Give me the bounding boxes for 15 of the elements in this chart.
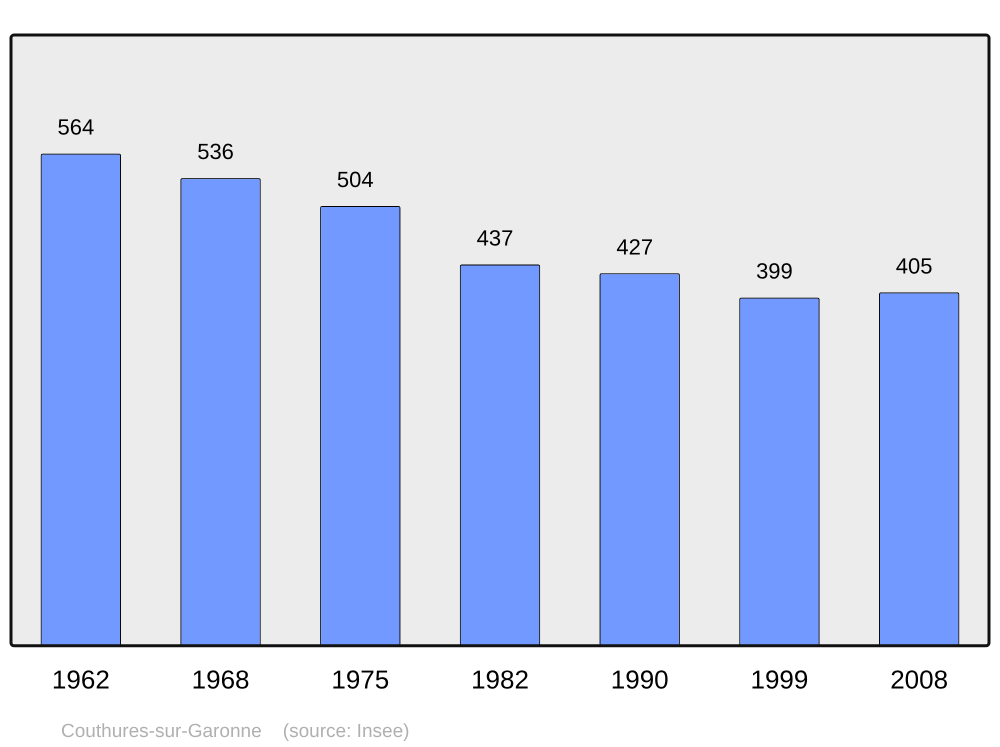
x-tick-label: 2008 [890, 664, 948, 695]
x-tick-label: 1990 [610, 664, 669, 695]
data-label: 564 [58, 114, 94, 140]
data-label: 504 [336, 167, 374, 192]
x-tick-label: 1982 [471, 664, 529, 695]
data-label: 405 [896, 253, 932, 278]
x-tick-label: 1962 [52, 664, 110, 695]
data-label: 427 [616, 234, 654, 260]
data-label: 437 [476, 226, 514, 251]
x-tick-label: 1975 [331, 664, 390, 695]
x-tick-label: 1968 [192, 664, 250, 695]
x-tick-label: 1999 [750, 664, 808, 695]
data-label: 399 [756, 258, 793, 284]
text: Couthures-sur-Garonne (source: Insee) [61, 721, 410, 742]
data-label: 536 [197, 139, 234, 164]
